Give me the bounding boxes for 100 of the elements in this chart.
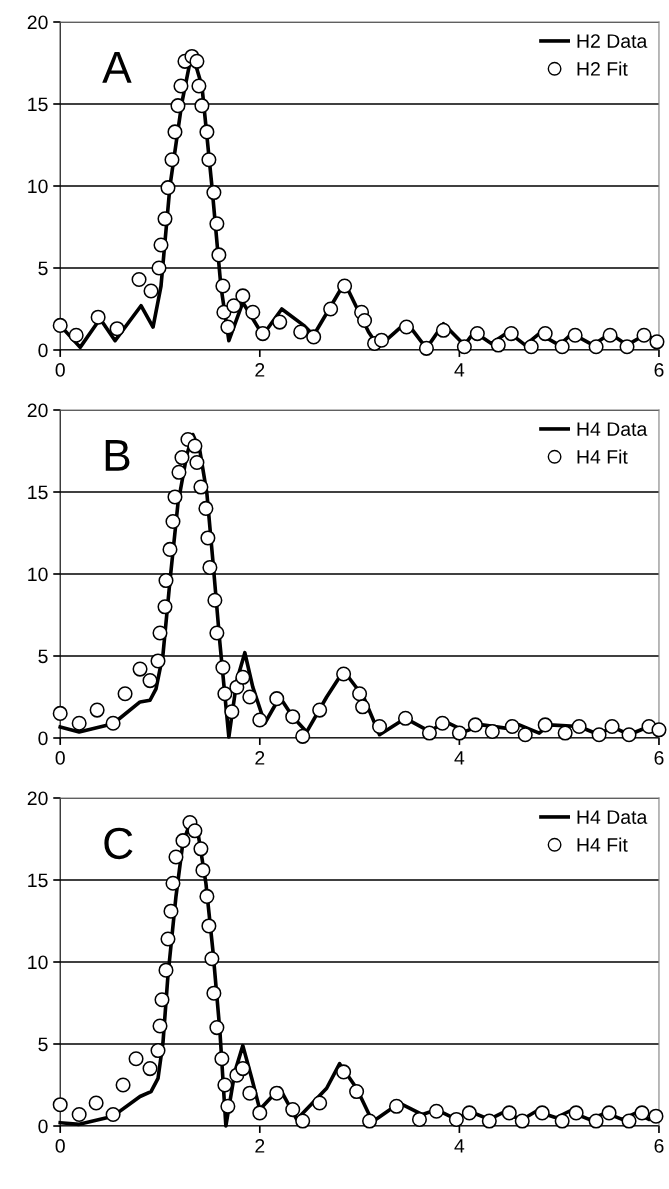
point bbox=[187, 438, 203, 454]
point bbox=[235, 1061, 251, 1077]
point bbox=[199, 124, 215, 140]
point bbox=[357, 312, 373, 329]
point bbox=[163, 903, 179, 919]
point bbox=[469, 326, 485, 342]
x-tick-label: 0 bbox=[55, 1139, 65, 1153]
point bbox=[272, 314, 288, 330]
point bbox=[52, 705, 68, 721]
point bbox=[588, 339, 604, 355]
point bbox=[481, 1113, 497, 1129]
legend-label: H2 Data bbox=[577, 34, 648, 48]
point bbox=[355, 699, 371, 715]
point bbox=[168, 849, 184, 865]
point bbox=[435, 322, 451, 338]
point bbox=[142, 673, 158, 689]
point bbox=[170, 98, 186, 114]
point bbox=[285, 1102, 301, 1118]
point bbox=[157, 211, 173, 227]
point bbox=[451, 725, 467, 741]
point bbox=[242, 1085, 258, 1101]
point bbox=[397, 710, 414, 726]
point bbox=[202, 559, 218, 575]
point bbox=[337, 278, 353, 294]
point bbox=[189, 53, 205, 69]
point bbox=[152, 625, 168, 641]
point bbox=[150, 1043, 166, 1059]
point bbox=[269, 691, 285, 707]
point bbox=[90, 309, 106, 325]
point bbox=[152, 1018, 168, 1034]
point bbox=[484, 723, 500, 739]
point bbox=[374, 332, 390, 348]
point bbox=[242, 689, 258, 705]
point bbox=[295, 1113, 311, 1129]
point bbox=[173, 78, 189, 94]
point bbox=[165, 513, 181, 530]
point bbox=[224, 704, 240, 720]
x-tick-label: 0 bbox=[55, 751, 65, 765]
point bbox=[372, 718, 388, 735]
point bbox=[269, 1085, 285, 1101]
point bbox=[201, 918, 217, 934]
point bbox=[158, 573, 174, 589]
point bbox=[517, 727, 533, 743]
point bbox=[201, 152, 217, 168]
point bbox=[421, 725, 437, 741]
annotation: B bbox=[105, 440, 130, 471]
point bbox=[636, 327, 652, 343]
point bbox=[336, 1064, 352, 1080]
point bbox=[89, 702, 105, 718]
point bbox=[285, 709, 301, 725]
point bbox=[312, 702, 328, 718]
point bbox=[557, 725, 573, 741]
point bbox=[649, 334, 665, 350]
point bbox=[568, 1105, 584, 1121]
point bbox=[537, 326, 553, 342]
point bbox=[217, 686, 233, 702]
point bbox=[312, 1095, 328, 1111]
point bbox=[191, 78, 207, 94]
point bbox=[217, 1077, 233, 1093]
point bbox=[523, 339, 539, 355]
point bbox=[448, 1111, 464, 1127]
point bbox=[193, 479, 209, 495]
point bbox=[143, 283, 159, 299]
y-tick-label: 5 bbox=[38, 261, 48, 276]
point bbox=[428, 1103, 444, 1119]
point bbox=[651, 722, 667, 738]
y-tick-label: 15 bbox=[28, 873, 48, 888]
point bbox=[418, 340, 434, 356]
point bbox=[198, 500, 214, 516]
point bbox=[195, 862, 211, 878]
y-tick-label: 15 bbox=[28, 97, 48, 112]
point bbox=[214, 1051, 230, 1067]
point bbox=[388, 1098, 405, 1114]
point bbox=[171, 464, 187, 480]
point bbox=[503, 326, 519, 342]
point bbox=[189, 454, 205, 471]
point bbox=[362, 1113, 378, 1129]
x-tick-label: 6 bbox=[654, 751, 664, 765]
point bbox=[105, 715, 121, 731]
point bbox=[411, 1111, 427, 1127]
point bbox=[567, 327, 583, 343]
x-tick-label: 0 bbox=[55, 363, 65, 377]
point bbox=[151, 260, 167, 276]
point bbox=[220, 319, 236, 335]
point bbox=[252, 1105, 268, 1121]
point bbox=[174, 450, 190, 466]
point bbox=[504, 718, 520, 735]
point bbox=[602, 327, 618, 343]
point bbox=[501, 1105, 517, 1121]
point bbox=[621, 1113, 637, 1129]
point bbox=[164, 152, 180, 168]
annotation: C bbox=[104, 827, 133, 860]
x-tick-label: 6 bbox=[654, 1139, 664, 1153]
point bbox=[165, 875, 181, 891]
point bbox=[604, 718, 620, 735]
point bbox=[200, 530, 216, 546]
annotation: A bbox=[102, 52, 132, 83]
point bbox=[537, 717, 553, 733]
x-tick-label: 4 bbox=[454, 363, 465, 377]
point bbox=[193, 841, 209, 857]
